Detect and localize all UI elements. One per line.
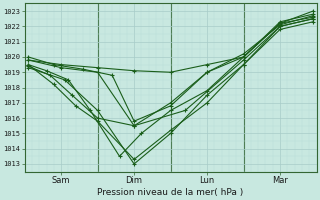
X-axis label: Pression niveau de la mer( hPa ): Pression niveau de la mer( hPa ): [98, 188, 244, 197]
